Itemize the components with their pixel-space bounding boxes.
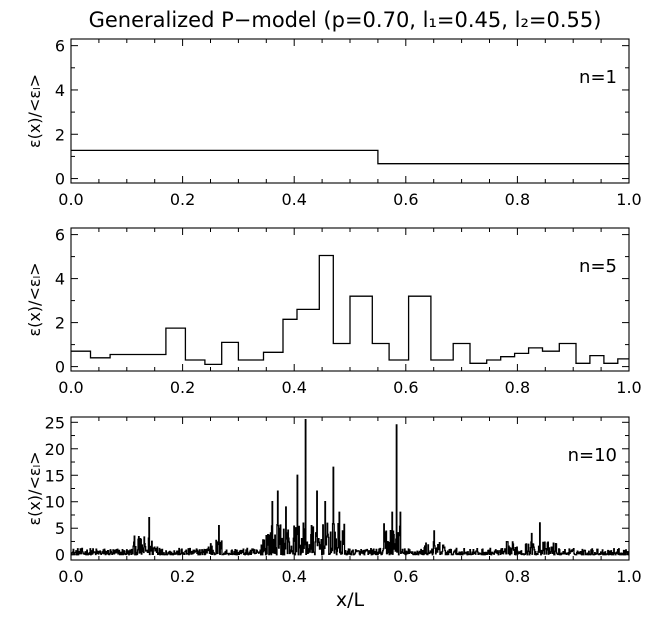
x-tick-label: 0.2: [170, 190, 195, 209]
y-tick-label: 4: [55, 270, 65, 289]
x-tick-label: 0.8: [505, 378, 530, 397]
panel-label: n=1: [579, 67, 617, 88]
x-tick-label: 0.4: [281, 190, 306, 209]
panel-label: n=5: [579, 256, 617, 277]
x-tick-label: 0.4: [281, 378, 306, 397]
y-tick-label: 6: [55, 37, 65, 56]
y-tick-label: 25: [45, 413, 65, 432]
x-axis-label: x/L: [336, 589, 365, 611]
y-tick-label: 15: [45, 466, 65, 485]
y-axis-label: ε(x)/<εₗ>: [25, 451, 44, 525]
x-tick-label: 0.6: [393, 378, 418, 397]
x-tick-label: 0.0: [58, 567, 83, 586]
plot-frame: [70, 38, 630, 184]
panel-2: 0.0 0.2 0.4 0.6 0.8 1.0 0 2 4 6 ε(x)/<εₗ> n=5: [25, 226, 642, 397]
y-tick-label: 4: [55, 81, 65, 100]
y-tick-label: 2: [55, 125, 65, 144]
x-tick-label: 0.0: [58, 190, 83, 209]
plot-frame: [70, 416, 630, 561]
y-tick-label: 0: [55, 546, 65, 565]
x-tick-label: 1.0: [616, 567, 641, 586]
x-tick-label: 1.0: [616, 378, 641, 397]
panel-label: n=10: [568, 445, 617, 466]
x-tick-label: 0.2: [170, 567, 195, 586]
x-tick-label: 0.8: [505, 567, 530, 586]
y-tick-label: 6: [55, 226, 65, 245]
y-tick-label: 0: [55, 358, 65, 377]
y-axis-label: ε(x)/<εₗ>: [25, 262, 44, 336]
y-tick-label: 2: [55, 314, 65, 333]
x-tick-label: 0.2: [170, 378, 195, 397]
panel-1: 0.0 0.2 0.4 0.6 0.8 1.0 0 2 4 6 ε(x)/<εₗ> n=1: [25, 37, 642, 209]
cascade-series: [71, 418, 630, 556]
panels: 0.0 0.2 0.4 0.6 0.8 1.0 0 2 4 6 ε(x)/<εₗ> n=1 0.0 0.2…: [25, 37, 642, 611]
x-tick-label: 0.6: [393, 190, 418, 209]
x-tick-label: 1.0: [616, 190, 641, 209]
y-tick-label: 10: [45, 493, 65, 512]
step-series: [71, 254, 629, 366]
panel-3: 0.0 0.2 0.4 0.6 0.8 1.0 0 5 10 15 20 25ε(x)/<εₗ> n=1…: [25, 413, 642, 611]
chart-title: Generalized P−model (p=0.70, l₁=0.45, l₂…: [89, 8, 602, 32]
y-tick-label: 5: [55, 519, 65, 538]
y-tick-label: 0: [55, 170, 65, 189]
x-tick-label: 0.6: [393, 567, 418, 586]
y-tick-label: 20: [45, 440, 65, 459]
x-tick-label: 0.4: [281, 567, 306, 586]
step-series: [71, 149, 629, 165]
x-tick-label: 0.0: [58, 378, 83, 397]
y-axis-label: ε(x)/<εₗ>: [25, 74, 44, 148]
x-tick-label: 0.8: [505, 190, 530, 209]
